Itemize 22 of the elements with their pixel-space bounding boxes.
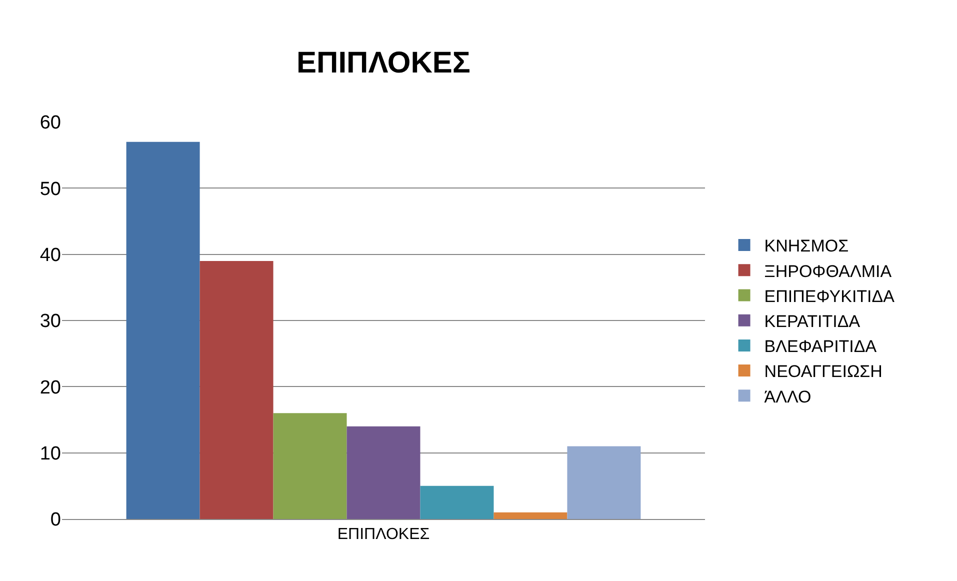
y-tick-label: 30 — [40, 311, 61, 332]
bar — [126, 142, 200, 519]
y-tick-label: 10 — [40, 443, 61, 464]
y-tick-label: 0 — [50, 510, 61, 531]
y-tick-label: 20 — [40, 377, 61, 398]
legend-label: ΆΛΛΟ — [764, 387, 812, 406]
bar — [420, 486, 494, 519]
bar — [494, 512, 568, 519]
legend-label: ΚΝΗΣΜΟΣ — [764, 236, 849, 256]
bar — [346, 426, 420, 519]
bar — [273, 413, 347, 519]
legend-label: ΒΛΕΦΑΡΙΤΙΔΑ — [764, 337, 878, 356]
legend-label: ΚΕΡΑΤΙΤΙΔΑ — [764, 312, 861, 331]
legend-label: ΕΠΙΠΕΦΥΚΙΤΙΔΑ — [764, 286, 896, 306]
legend-label: ΞΗΡΟΦΘΑΛΜΙΑ — [764, 262, 892, 281]
y-tick-label: 60 — [40, 112, 61, 134]
legend-label: ΝΕΟΑΓΓΕΙΩΣΗ — [764, 362, 882, 382]
bar — [200, 260, 274, 519]
y-tick-label: 40 — [40, 244, 61, 266]
bar — [567, 446, 641, 519]
y-tick-label: 50 — [40, 178, 61, 200]
chart-title: ΕΠΙΠΛΟΚΕΣ — [296, 46, 470, 80]
